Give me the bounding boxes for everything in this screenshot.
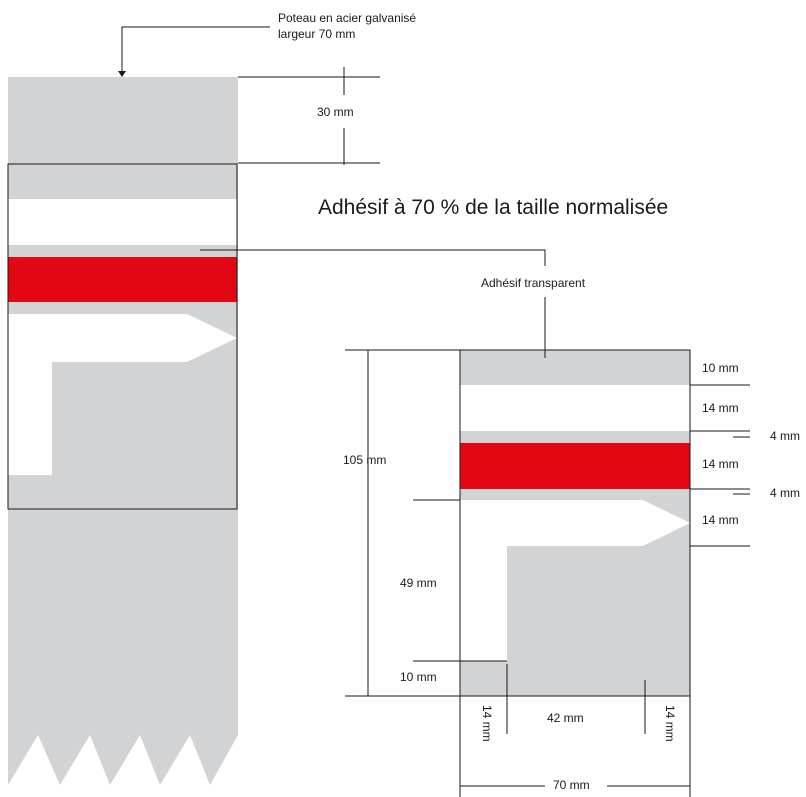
pole-body	[8, 77, 238, 785]
dim-right-margin: 14 mm	[663, 705, 677, 742]
dim-bottom: 10 mm	[400, 670, 437, 684]
sticker-detail: 10 mm 14 mm 4 mm 14 mm 4 mm 14 mm 105 mm…	[343, 349, 800, 797]
dim-band-top: 10 mm	[702, 361, 739, 375]
detail-red-band	[460, 443, 690, 489]
transparent-callout-label: Adhésif transparent	[481, 276, 586, 290]
dim-band-red: 14 mm	[702, 457, 739, 471]
sticker-arrow-shape	[8, 314, 237, 475]
pole-callout-line1: Poteau en acier galvanisé	[278, 11, 416, 25]
dim-gap-1: 4 mm	[770, 429, 800, 443]
dim-middle: 42 mm	[547, 711, 584, 725]
dim-arrow-head: 14 mm	[702, 513, 739, 527]
transparent-callout-leader	[200, 249, 546, 266]
detail-white-band	[460, 385, 690, 431]
dim-band-white: 14 mm	[702, 401, 739, 415]
diagram-title: Adhésif à 70 % de la taille normalisée	[318, 196, 668, 219]
detail-arrow-shape	[460, 500, 690, 661]
pole-callout-arrowhead	[118, 71, 126, 77]
dim-width: 70 mm	[553, 778, 590, 792]
dim-gap-2: 4 mm	[770, 486, 800, 500]
dim-left-margin: 14 mm	[480, 705, 494, 742]
sticker-white-band	[8, 199, 237, 245]
pole-illustration: 30 mm Poteau en acier galvanisé largeur …	[7, 11, 416, 785]
dim-arrow-shaft: 49 mm	[400, 576, 437, 590]
dim-total-height: 105 mm	[343, 453, 386, 467]
sticker-outline	[7, 163, 238, 510]
pole-callout-line2: largeur 70 mm	[278, 27, 355, 41]
sticker-red-band	[8, 257, 237, 302]
pole-callout-leader	[121, 26, 270, 72]
top-gap-label: 30 mm	[317, 105, 354, 119]
